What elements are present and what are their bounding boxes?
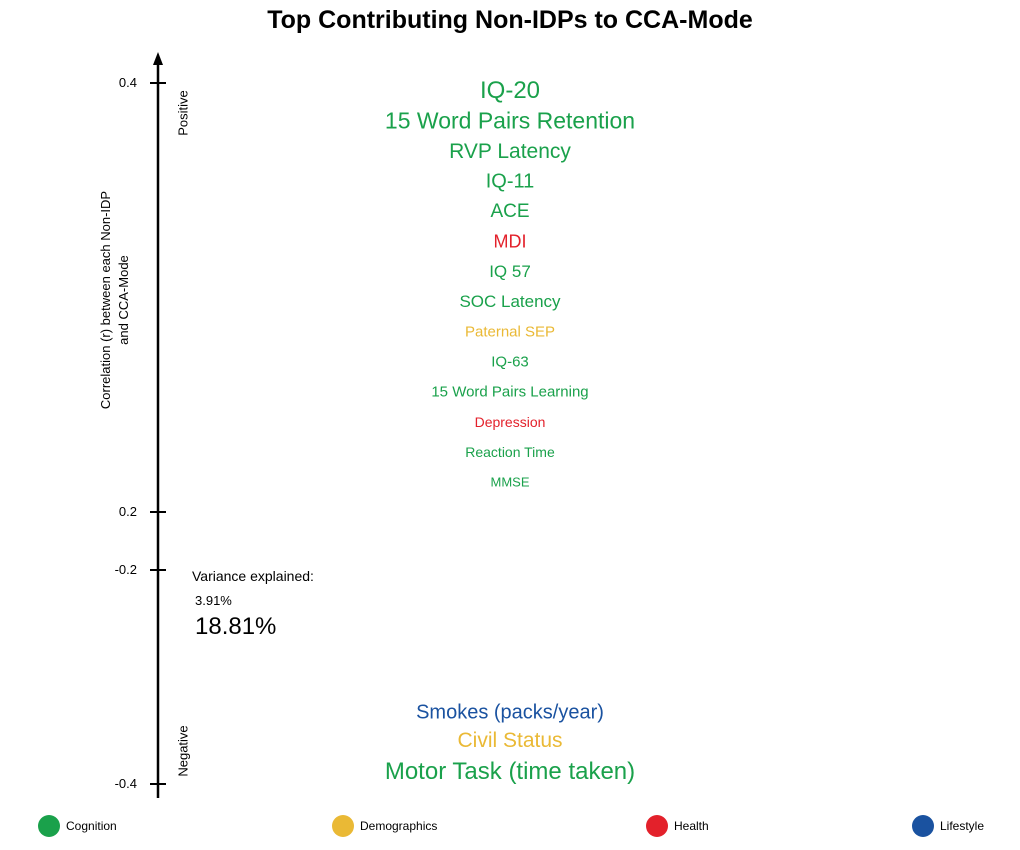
positive-item-label: 15 Word Pairs Learning: [431, 383, 589, 401]
legend-item-lifestyle: Lifestyle: [912, 815, 984, 837]
variance-large: 18.81%: [195, 613, 277, 640]
positive-item-label: IQ-11: [485, 170, 535, 193]
positive-item-label: SOC Latency: [459, 292, 561, 311]
legend-label: Health: [674, 819, 709, 833]
positive-item-label: RVP Latency: [449, 140, 571, 163]
y-axis-title-line1: Correlation (r) between each Non-IDP: [98, 190, 113, 410]
tick-label: 0.4: [118, 75, 137, 90]
negative-item-label: Civil Status: [457, 729, 563, 752]
positive-item-label: ACE: [490, 201, 530, 222]
legend-label: Demographics: [360, 819, 438, 833]
y-axis-title: Correlation (r) between each Non-IDP and…: [97, 191, 133, 409]
tick-label: 0.2: [118, 504, 137, 519]
legend-dot: [912, 815, 934, 837]
tick-label: -0.4: [114, 776, 137, 791]
positive-item-label: MMSE: [490, 474, 530, 490]
legend-item-demographics: Demographics: [332, 815, 437, 837]
legend-item-cognition: Cognition: [38, 815, 117, 837]
variance-title: Variance explained:: [192, 568, 314, 584]
negative-item-label: Motor Task (time taken): [384, 758, 636, 785]
legend-dot: [646, 815, 668, 837]
negative-item-label: Smokes (packs/year): [416, 701, 604, 724]
positive-item-label: IQ 57: [489, 262, 531, 281]
chart-title: Top Contributing Non-IDPs to CCA-Mode: [267, 6, 753, 34]
positive-item-label: Paternal SEP: [464, 323, 556, 341]
negative-label: Negative: [175, 725, 191, 777]
legend-label: Cognition: [66, 819, 117, 833]
legend-item-health: Health: [646, 815, 709, 837]
positive-item-label: IQ-63: [491, 353, 529, 371]
legend-label: Lifestyle: [940, 819, 985, 833]
legend-dot: [38, 815, 60, 837]
tick-label: -0.2: [114, 562, 137, 577]
positive-item-label: Depression: [474, 414, 546, 430]
variance-small: 3.91%: [195, 593, 232, 608]
positive-item-label: 15 Word Pairs Retention: [384, 107, 636, 134]
positive-label: Positive: [175, 90, 191, 136]
positive-item-label: Reaction Time: [465, 444, 555, 460]
y-axis-arrow: [153, 52, 163, 65]
y-axis-title-line2: and CCA-Mode: [116, 255, 131, 345]
positive-item-label: IQ-20: [479, 77, 541, 104]
legend-dot: [332, 815, 354, 837]
positive-item-label: MDI: [493, 231, 527, 252]
